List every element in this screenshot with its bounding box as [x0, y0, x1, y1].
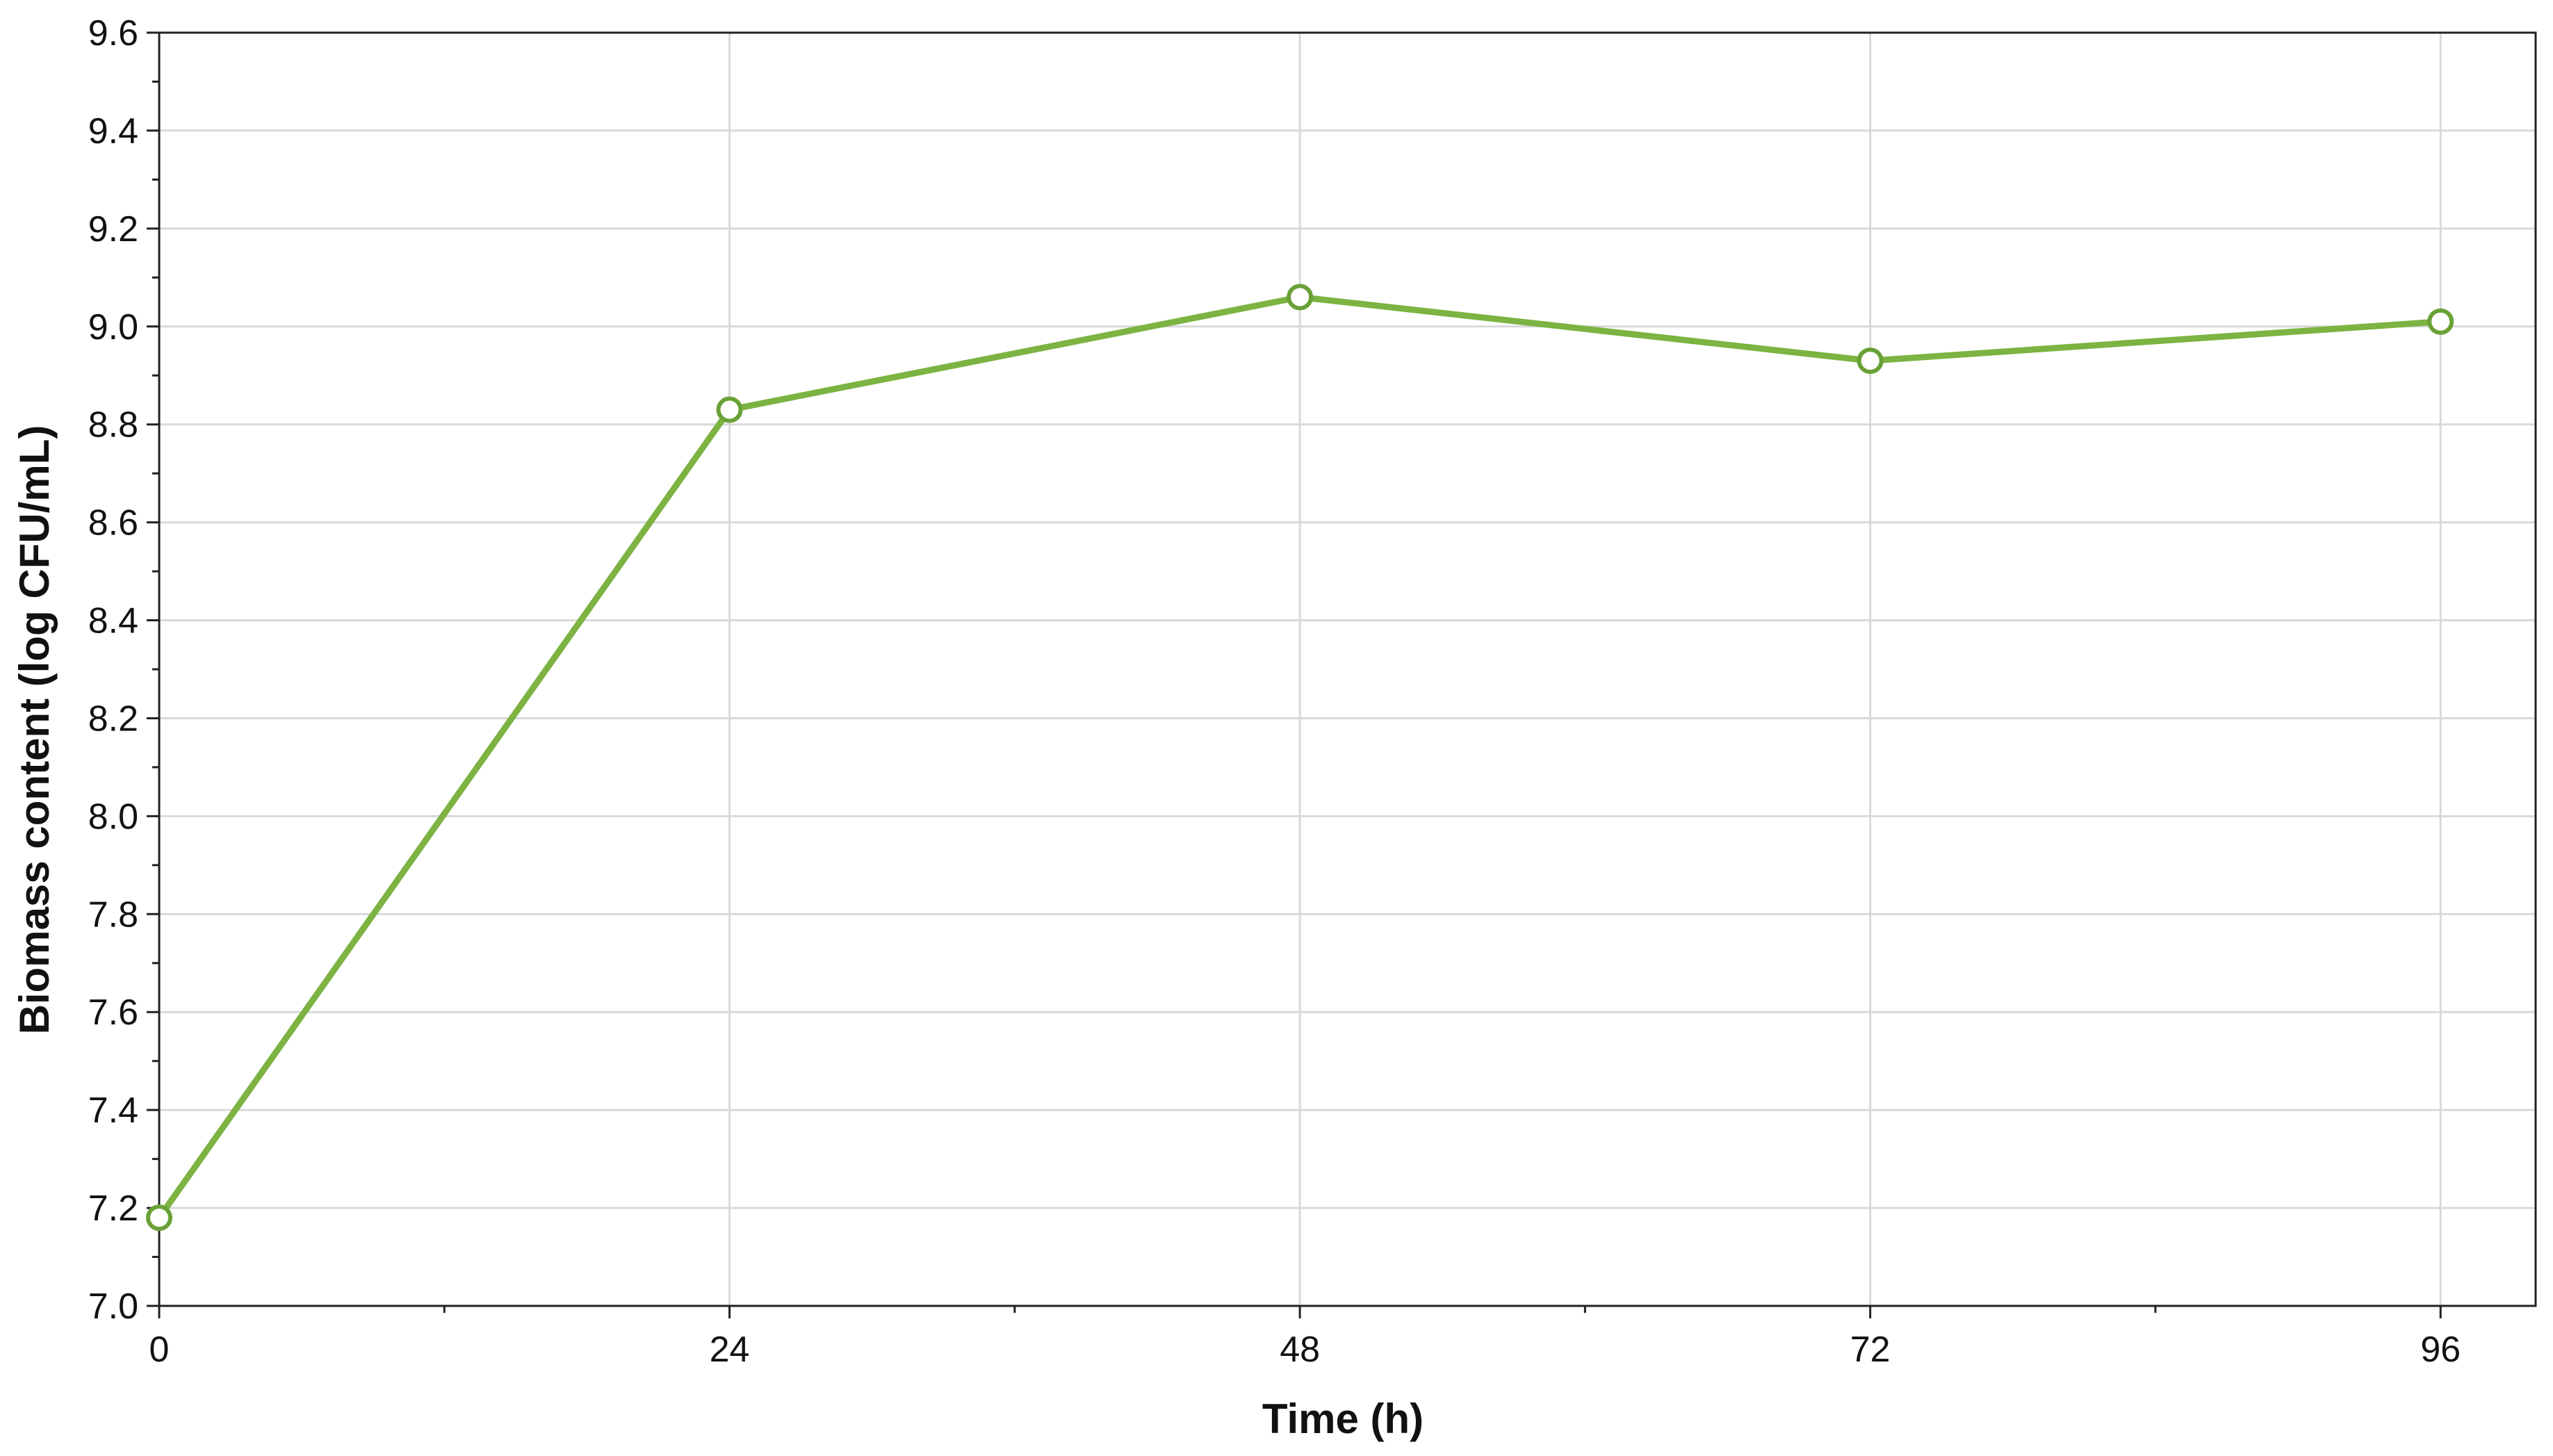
x-tick-label: 96: [2420, 1330, 2461, 1370]
y-tick-label: 8.0: [88, 796, 138, 837]
y-tick-label: 8.2: [88, 698, 138, 739]
y-tick-label: 8.6: [88, 503, 138, 543]
y-tick-label: 9.4: [88, 111, 138, 152]
y-tick-label: 7.4: [88, 1090, 138, 1131]
series-layer: [146, 284, 2454, 1232]
x-tick-label: 0: [149, 1330, 170, 1370]
grid-layer: [158, 31, 2536, 1307]
y-axis-title: Biomass content (log CFU/mL): [11, 425, 58, 1035]
axes-layer: 7.0 7.2 7.4 7.6 7.8 8.0 8.2 8.4 8.6 8.8 9.0 9.2 9.4 9…: [88, 13, 2537, 1370]
y-tick-label: 8.4: [88, 601, 138, 641]
y-tick-label: 7.8: [88, 894, 138, 935]
x-axis-title: Time (h): [1262, 1396, 1424, 1442]
data-point: [2427, 308, 2454, 335]
y-tick-label: 7.2: [88, 1188, 138, 1229]
x-tick-label: 48: [1280, 1330, 1320, 1370]
data-point: [1857, 347, 1884, 375]
data-point: [716, 396, 743, 423]
x-tick-label: 24: [710, 1330, 750, 1370]
y-tick-label: 8.8: [88, 405, 138, 445]
y-tick-label: 9.6: [88, 13, 138, 54]
x-tick-label: 72: [1850, 1330, 1891, 1370]
data-point: [146, 1204, 172, 1232]
y-tick-label: 7.0: [88, 1286, 138, 1327]
y-tick-label: 9.0: [88, 307, 138, 347]
y-tick-label: 7.6: [88, 992, 138, 1033]
plot-frame: [158, 31, 2537, 1307]
y-tick-label: 9.2: [88, 209, 138, 250]
data-point: [1287, 284, 1314, 311]
